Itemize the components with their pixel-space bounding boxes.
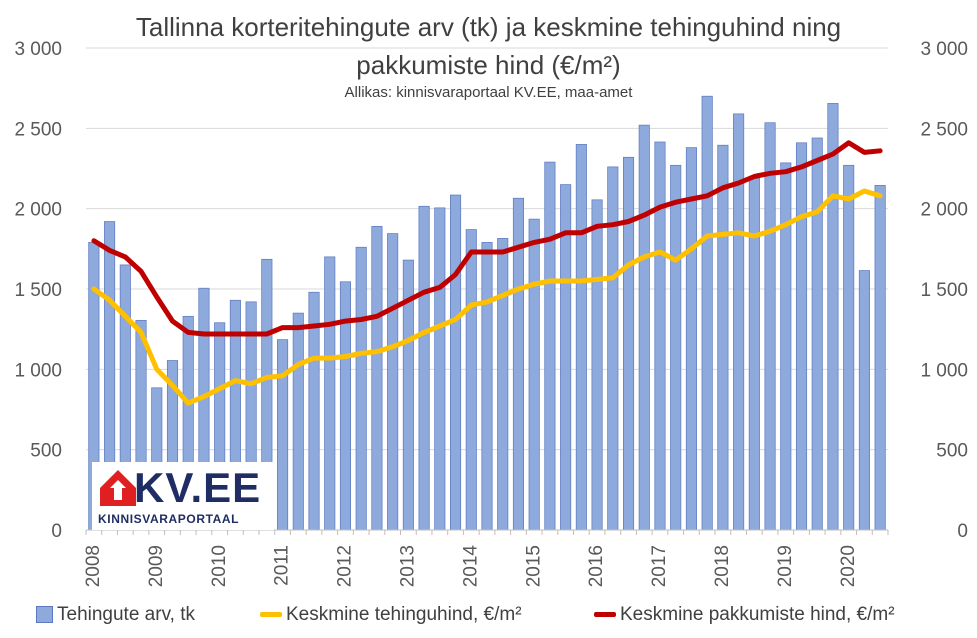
bar xyxy=(780,162,792,531)
y-left-tick-label: 1 000 xyxy=(14,360,62,381)
bar xyxy=(717,144,729,531)
legend-label-deal-price: Keskmine tehinguhind, €/m² xyxy=(286,604,522,625)
bar xyxy=(654,141,666,531)
bar xyxy=(292,312,304,531)
y-left-tick-label: 0 xyxy=(51,521,62,542)
y-left-tick-label: 3 000 xyxy=(14,39,62,60)
legend: Tehingute arv, tk Keskmine tehinguhind, … xyxy=(0,604,977,630)
bar xyxy=(450,194,462,531)
legend-item-deal-price: Keskmine tehinguhind, €/m² xyxy=(260,604,522,626)
legend-swatch-deal-price xyxy=(260,612,282,618)
chart-title: Tallinna korteritehingute arv (tk) ja ke… xyxy=(135,12,842,80)
legend-label-bars: Tehingute arv, tk xyxy=(57,604,196,625)
x-tick-label: 2020 xyxy=(838,545,859,587)
y-right-tick-label: 1 500 xyxy=(920,280,968,301)
bar xyxy=(843,164,855,531)
bar xyxy=(622,156,635,531)
bar xyxy=(591,199,603,531)
y-left-tick-label: 2 500 xyxy=(14,119,62,140)
y-left-tick-label: 500 xyxy=(30,441,62,462)
x-tick-label: 2019 xyxy=(775,545,796,587)
x-tick-label: 2013 xyxy=(398,545,419,587)
y-right-tick-label: 3 000 xyxy=(920,39,968,60)
x-tick-label: 2012 xyxy=(335,545,356,587)
bar xyxy=(748,177,760,531)
bar xyxy=(497,238,509,531)
x-tick-label: 2014 xyxy=(460,545,481,588)
x-tick-label: 2008 xyxy=(83,545,104,587)
bar xyxy=(638,124,650,531)
y-right-tick-label: 2 500 xyxy=(920,119,968,140)
house-icon xyxy=(100,470,136,506)
bar xyxy=(465,229,477,531)
bar xyxy=(858,270,870,531)
bar xyxy=(575,144,587,531)
legend-label-offer-price: Keskmine pakkumiste hind, €/m² xyxy=(620,604,895,625)
bar xyxy=(670,164,682,531)
y-left-tick-label: 1 500 xyxy=(14,280,62,301)
bar xyxy=(387,233,399,531)
y-right-tick-label: 0 xyxy=(957,521,968,542)
x-tick-label: 2016 xyxy=(586,545,607,587)
bar xyxy=(764,122,776,531)
x-tick-label: 2010 xyxy=(209,545,230,587)
logo-text: KV.EE xyxy=(134,464,262,511)
legend-swatch-bars xyxy=(36,606,53,624)
x-tick-label: 2011 xyxy=(272,545,293,586)
bar xyxy=(795,142,808,531)
bar xyxy=(371,225,383,531)
bar xyxy=(528,218,540,531)
y-right-tick-label: 1 000 xyxy=(920,360,968,381)
bar xyxy=(355,246,367,531)
chart-subtitle: Allikas: kinnisvaraportaal KV.EE, maa-am… xyxy=(344,84,633,101)
y-right-tick-label: 2 000 xyxy=(920,200,968,221)
x-tick-label: 2018 xyxy=(712,545,733,587)
series-line-deal-price xyxy=(91,188,883,406)
bar xyxy=(685,147,697,531)
y-right-tick-label: 500 xyxy=(936,441,968,462)
legend-swatch-offer-price xyxy=(594,612,616,618)
bar xyxy=(827,103,839,531)
bar xyxy=(277,339,289,531)
x-tick-label: 2009 xyxy=(146,545,167,587)
legend-item-bars: Tehingute arv, tk xyxy=(36,604,195,626)
bar xyxy=(811,137,823,531)
legend-item-offer-price: Keskmine pakkumiste hind, €/m² xyxy=(594,604,895,626)
bar xyxy=(324,256,336,531)
x-tick-label: 2015 xyxy=(523,545,544,587)
kv-ee-logo: KV.EE KINNISVARAPORTAAL xyxy=(92,462,274,530)
bar xyxy=(481,242,493,531)
y-left-tick-label: 2 000 xyxy=(14,200,62,221)
bar xyxy=(701,95,713,531)
x-tick-label: 2017 xyxy=(649,545,670,587)
series-line-offer-price xyxy=(91,140,883,337)
bar xyxy=(874,185,886,531)
bar xyxy=(607,166,619,531)
logo-tagline: KINNISVARAPORTAAL xyxy=(98,512,240,526)
bar xyxy=(733,113,745,531)
bar xyxy=(434,207,446,531)
bar xyxy=(544,161,556,531)
bar xyxy=(418,205,430,531)
